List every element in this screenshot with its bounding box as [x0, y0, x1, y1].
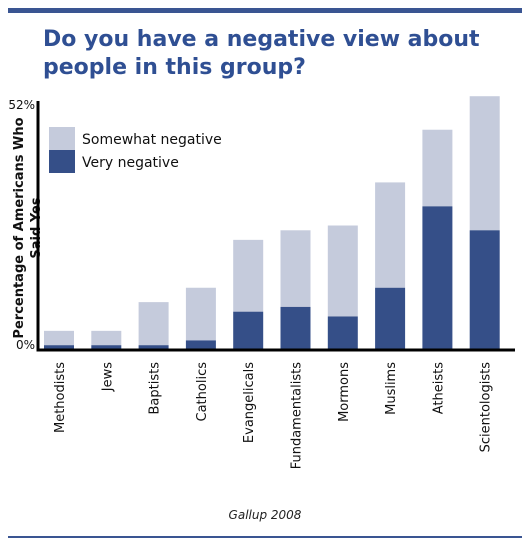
bar-somewhat-negative — [233, 239, 264, 312]
bar-somewhat-negative — [91, 330, 122, 346]
bar-very-negative — [422, 206, 453, 350]
bar-very-negative — [327, 316, 358, 350]
x-tick-label: Methodists — [53, 362, 68, 433]
bar-very-negative — [185, 340, 216, 350]
x-tick-label: Catholics — [195, 362, 210, 422]
y-tick-label: 52% — [8, 98, 35, 112]
bottom-rule — [8, 536, 522, 538]
x-tick-label: Mormons — [337, 362, 352, 422]
bar-somewhat-negative — [138, 302, 169, 346]
bar-very-negative — [233, 311, 264, 350]
bar-somewhat-negative — [280, 230, 311, 307]
x-tick-label: Scientologists — [479, 362, 494, 453]
x-tick-label: Evangelicals — [242, 362, 257, 443]
bar-very-negative — [469, 230, 500, 350]
legend-label: Somewhat negative — [82, 132, 222, 148]
bar-very-negative — [280, 306, 311, 350]
bar-very-negative — [375, 287, 406, 350]
y-tick-label: 0% — [16, 338, 35, 352]
x-tick-label: Atheists — [431, 362, 446, 414]
bar-somewhat-negative — [327, 225, 358, 317]
bar-somewhat-negative — [185, 287, 216, 341]
legend-swatch-very-negative — [49, 150, 75, 173]
bar-somewhat-negative — [469, 96, 500, 231]
source-note: Gallup 2008 — [228, 508, 302, 522]
top-rule — [8, 8, 522, 13]
bar-somewhat-negative — [44, 330, 74, 346]
x-tick-label: Jews — [100, 362, 115, 392]
bar-very-negative — [44, 345, 74, 350]
legend-swatch-somewhat-negative — [49, 127, 75, 150]
legend-label: Very negative — [82, 155, 179, 171]
bar-very-negative — [91, 345, 122, 350]
bar-somewhat-negative — [422, 129, 453, 207]
chart-title: Do you have a negative view about people… — [43, 27, 480, 80]
x-tick-label: Baptists — [148, 362, 163, 415]
x-tick-label: Fundamentalists — [290, 362, 305, 470]
bar-very-negative — [138, 345, 169, 350]
bar-somewhat-negative — [375, 182, 406, 288]
x-tick-label: Muslims — [384, 362, 399, 415]
